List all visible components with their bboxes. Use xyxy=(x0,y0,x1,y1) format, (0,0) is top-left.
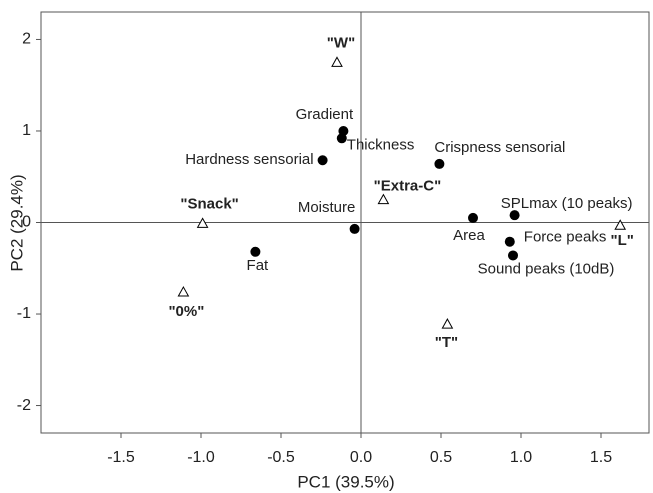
x-tick-label: 0.5 xyxy=(430,449,452,466)
x-tick-label: -0.5 xyxy=(267,449,295,466)
point xyxy=(250,246,261,257)
x-tick-label: 1.5 xyxy=(590,449,612,466)
point-label: "L" xyxy=(611,232,634,249)
point xyxy=(504,236,515,247)
point xyxy=(508,250,518,261)
point-label: Thickness xyxy=(347,136,415,153)
point xyxy=(196,217,209,228)
point xyxy=(336,133,347,144)
point xyxy=(441,318,454,329)
y-tick-label: 1 xyxy=(22,122,31,139)
point xyxy=(317,155,328,166)
x-tick-label: 0.0 xyxy=(350,449,372,466)
point xyxy=(614,219,627,230)
point-label: Fat xyxy=(247,257,270,274)
point xyxy=(349,223,360,234)
point xyxy=(377,193,390,205)
point xyxy=(468,212,478,223)
point xyxy=(434,158,445,169)
point-label: Force peaks xyxy=(524,229,607,246)
point-label: "T" xyxy=(435,334,458,351)
x-tick-label: -1.0 xyxy=(187,449,215,466)
point-label: Gradient xyxy=(296,106,354,123)
point-label: Sound peaks (10dB) xyxy=(478,260,615,277)
y-tick-label: -1 xyxy=(17,305,31,322)
point xyxy=(331,56,343,67)
point-label: Moisture xyxy=(298,199,356,216)
y-tick-label: -2 xyxy=(17,397,31,414)
x-tick-label: 1.0 xyxy=(510,449,532,466)
point-label: "Extra-C" xyxy=(374,178,442,195)
point-label: SPLmax (10 peaks) xyxy=(501,195,633,212)
point-label: "W" xyxy=(327,34,355,51)
point-label: "0%" xyxy=(168,303,204,320)
y-axis-title: PC2 (29.4%) xyxy=(7,174,26,271)
x-tick-label: -1.5 xyxy=(107,449,135,466)
point-label: Area xyxy=(453,227,485,244)
point-label: Hardness sensorial xyxy=(185,151,313,168)
x-axis-title: PC1 (39.5%) xyxy=(297,472,394,491)
point xyxy=(509,210,520,221)
y-tick-label: 2 xyxy=(22,31,31,48)
point-label: Crispness sensorial xyxy=(434,139,565,156)
point xyxy=(177,286,190,297)
y-tick-label: 0 xyxy=(22,214,31,231)
point-label: "Snack" xyxy=(180,195,238,212)
